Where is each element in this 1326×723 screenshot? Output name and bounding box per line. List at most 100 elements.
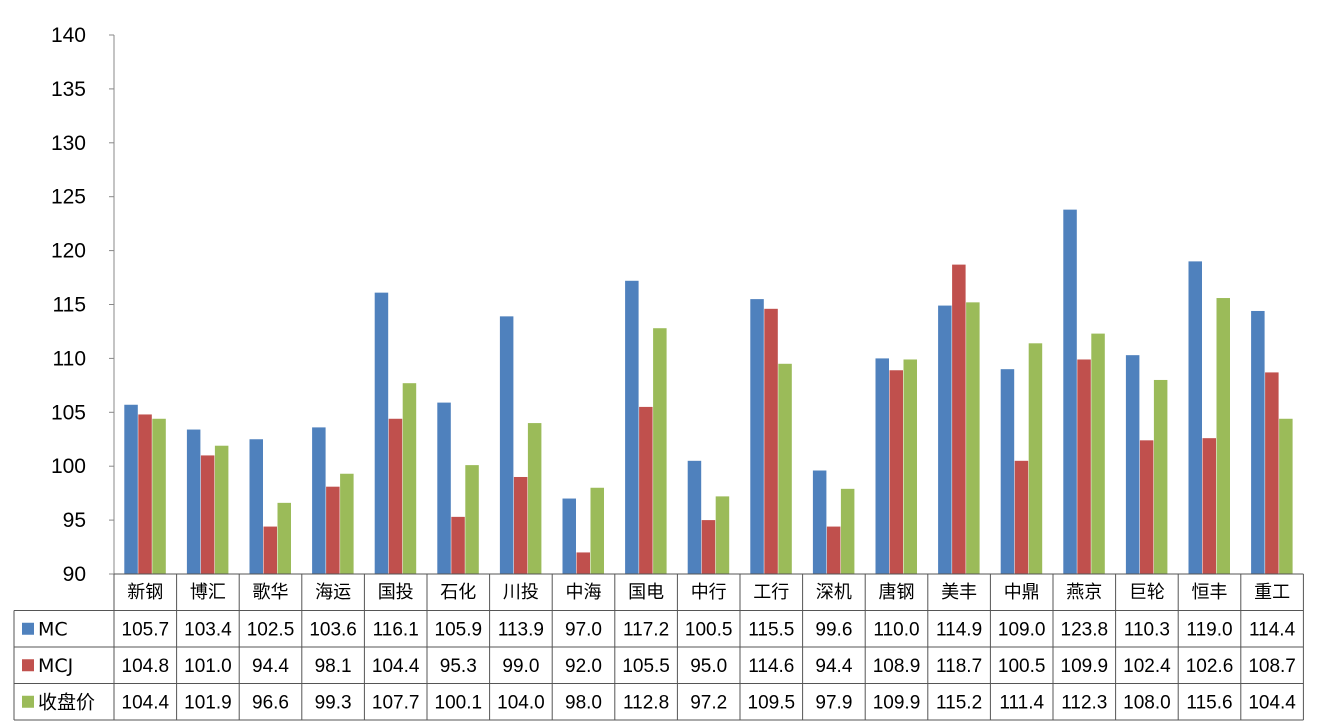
data-cell: 112.3 — [1061, 693, 1107, 714]
data-cell: 99.3 — [315, 693, 352, 714]
bar-mc-1 — [186, 429, 201, 574]
bar-mc-17 — [1188, 261, 1202, 574]
bar-收盘价-9 — [715, 496, 730, 574]
bar-mcj-6 — [513, 476, 528, 574]
series-name: 收盘价 — [38, 692, 95, 714]
bar-收盘价-14 — [1028, 343, 1043, 574]
series-name: MC — [38, 619, 68, 641]
data-cell: 105.7 — [122, 620, 170, 641]
bar-mc-16 — [1125, 355, 1140, 574]
bar-mc-11 — [812, 470, 827, 574]
bar-mc-10 — [750, 299, 764, 574]
category-label: 重工 — [1254, 582, 1290, 603]
bar-mc-4 — [374, 292, 389, 574]
data-cell: 107.7 — [372, 693, 420, 714]
category-label: 美丰 — [941, 582, 977, 603]
bar-mcj-4 — [388, 418, 403, 574]
y-tick-label: 100 — [51, 455, 86, 478]
data-cell: 111.4 — [999, 693, 1044, 714]
bar-mcj-2 — [263, 526, 277, 574]
bar-mc-2 — [249, 439, 263, 574]
category-label: 中行 — [691, 582, 727, 603]
y-tick-label: 90 — [63, 563, 86, 586]
data-cell: 95.3 — [440, 656, 477, 677]
data-cell: 104.4 — [122, 693, 170, 714]
category-label: 巨轮 — [1129, 582, 1165, 603]
bar-mcj-0 — [138, 414, 152, 574]
bar-mc-3 — [312, 427, 326, 574]
data-cell: 99.0 — [502, 656, 539, 677]
category-label: 工行 — [753, 582, 789, 603]
legend-key-1 — [22, 659, 34, 672]
category-label: 海运 — [315, 582, 351, 603]
data-cell: 117.2 — [623, 620, 669, 641]
y-tick-label: 95 — [63, 509, 86, 532]
bar-mcj-17 — [1202, 438, 1216, 574]
data-cell: 119.0 — [1186, 620, 1232, 641]
bar-mc-6 — [499, 316, 514, 574]
bar-mc-18 — [1251, 310, 1265, 574]
category-label: 国投 — [378, 582, 414, 603]
bar-收盘价-6 — [527, 423, 542, 574]
category-label: 深机 — [816, 582, 852, 603]
data-cell: 104.4 — [1248, 693, 1296, 714]
bar-收盘价-4 — [402, 383, 417, 574]
data-cell: 112.8 — [623, 693, 669, 714]
bar-mcj-9 — [701, 520, 716, 574]
data-cell: 103.4 — [184, 620, 232, 641]
bar-收盘价-16 — [1153, 379, 1168, 574]
data-cell: 114.6 — [748, 656, 794, 677]
series-name: MCJ — [38, 655, 73, 677]
bar-mcj-14 — [1014, 460, 1029, 574]
bar-mcj-13 — [952, 264, 966, 574]
bar-mc-7 — [562, 498, 576, 574]
y-tick-label: 105 — [51, 401, 86, 424]
bar-mcj-1 — [200, 455, 215, 574]
bar-mcj-5 — [451, 516, 465, 574]
bar-mcj-18 — [1265, 372, 1279, 574]
bar-收盘价-15 — [1091, 333, 1105, 574]
legend-key-0 — [22, 622, 34, 635]
bar-收盘价-1 — [214, 445, 229, 574]
bar-mc-14 — [1000, 369, 1015, 574]
data-cell: 94.4 — [815, 656, 852, 677]
data-cell: 108.0 — [1123, 693, 1171, 714]
data-cell: 100.5 — [685, 620, 733, 641]
category-label: 国电 — [628, 582, 664, 603]
bar-收盘价-11 — [840, 488, 855, 574]
data-cell: 102.4 — [1123, 656, 1171, 677]
bar-收盘价-17 — [1216, 298, 1230, 574]
y-tick-label: 130 — [51, 132, 86, 155]
data-cell: 115.6 — [1186, 693, 1232, 714]
data-cell: 103.6 — [309, 620, 357, 641]
category-label: 恒丰 — [1192, 582, 1228, 603]
data-cell: 100.1 — [435, 693, 483, 714]
data-cell: 118.7 — [936, 656, 982, 677]
bar-mc-8 — [625, 280, 639, 574]
bar-mc-5 — [437, 402, 451, 574]
bar-收盘价-10 — [778, 363, 792, 574]
y-tick-label: 115 — [53, 294, 86, 317]
data-cell: 99.6 — [815, 620, 852, 641]
data-cell: 104.0 — [497, 693, 545, 714]
bar-收盘价-2 — [277, 502, 291, 574]
category-label: 唐钢 — [879, 582, 915, 603]
bar-收盘价-12 — [903, 359, 917, 574]
category-label: 博汇 — [190, 582, 226, 603]
bar-收盘价-8 — [653, 328, 667, 574]
data-cell: 97.9 — [815, 693, 852, 714]
y-tick-label: 140 — [51, 24, 86, 47]
category-label: 中海 — [566, 582, 602, 603]
data-cell: 101.0 — [184, 656, 232, 677]
data-cell: 123.8 — [1061, 620, 1109, 641]
bar-收盘价-3 — [340, 473, 354, 574]
data-cell: 114.4 — [1249, 620, 1296, 641]
data-cell: 98.1 — [315, 656, 352, 677]
data-cell: 105.9 — [435, 620, 483, 641]
data-cell: 114.9 — [936, 620, 982, 641]
bar-mcj-8 — [639, 406, 653, 574]
data-cell: 96.6 — [252, 693, 289, 714]
data-cell: 110.3 — [1124, 620, 1170, 641]
category-label: 中鼎 — [1004, 582, 1040, 603]
